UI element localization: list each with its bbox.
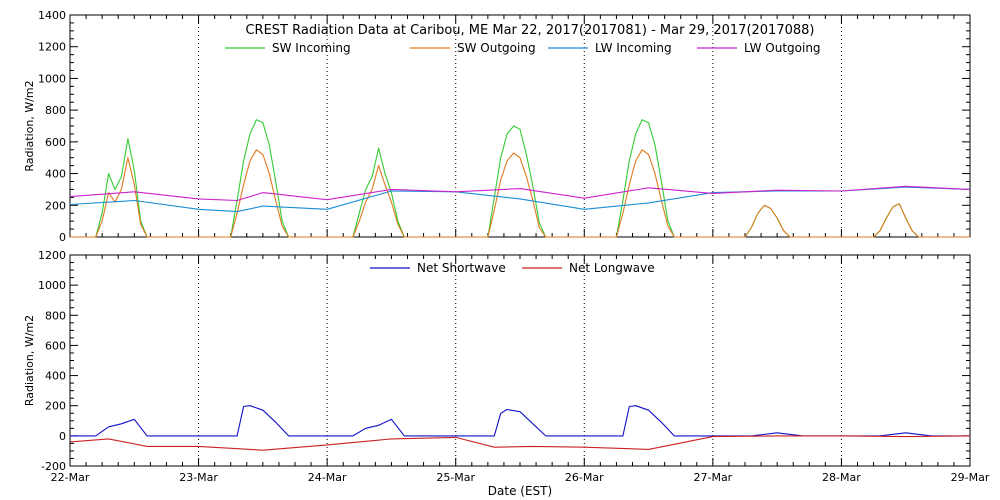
x-tick-label: 27-Mar [693,471,732,484]
x-tick-label: 25-Mar [436,471,475,484]
legend-label: LW Incoming [595,41,672,55]
y-tick-label: 200 [45,400,66,413]
y-tick-label: 800 [45,104,66,117]
y-tick-label: 1200 [38,249,66,262]
y-tick-label: 0 [59,231,66,244]
y-tick-label: -200 [41,460,66,473]
y-tick-label: 400 [45,370,66,383]
series-line-0 [70,405,970,437]
x-tick-label: 29-Mar [951,471,990,484]
y-tick-label: 0 [59,430,66,443]
top-panel: 0 200 400 600 800 1000 1200 1400 Radiation, W/m2… [23,9,971,244]
legend-label: LW Outgoing [744,41,821,55]
y-tick-label: 1400 [38,9,66,22]
x-tick-label: 28-Mar [822,471,861,484]
legend-label: Net Shortwave [417,261,506,275]
y-tick-label: 1000 [38,72,66,85]
y-tick-label: 400 [45,168,66,181]
bottom-panel: -200 0 200 400 600 800 1000 1200 22-Mar 23-Mar 24-… [23,249,990,498]
series-line-3 [69,185,971,202]
y-axis-label: Radiation, W/m2 [23,315,36,406]
y-tick-label: 1200 [38,41,66,54]
series-line-0 [70,119,970,238]
legend-label: Net Longwave [569,261,655,275]
x-tick-label: 22-Mar [51,471,90,484]
x-tick-label: 24-Mar [308,471,347,484]
y-tick-label: 200 [45,199,66,212]
y-axis-label: Radiation, W/m2 [23,80,36,171]
y-tick-label: 1000 [38,279,66,292]
series-line-1 [70,149,970,238]
series-line-1 [69,435,971,451]
x-tick-label: 23-Mar [179,471,218,484]
y-tick-label: 600 [45,136,66,149]
x-axis-label: Date (EST) [488,484,552,498]
chart-title: CREST Radiation Data at Caribou, ME Mar … [245,23,814,38]
legend-label: SW Outgoing [457,41,536,55]
x-tick-label: 26-Mar [565,471,604,484]
y-tick-label: 600 [45,339,66,352]
plot-frame [69,254,971,467]
y-tick-label: 800 [45,309,66,322]
legend-label: SW Incoming [272,41,351,55]
